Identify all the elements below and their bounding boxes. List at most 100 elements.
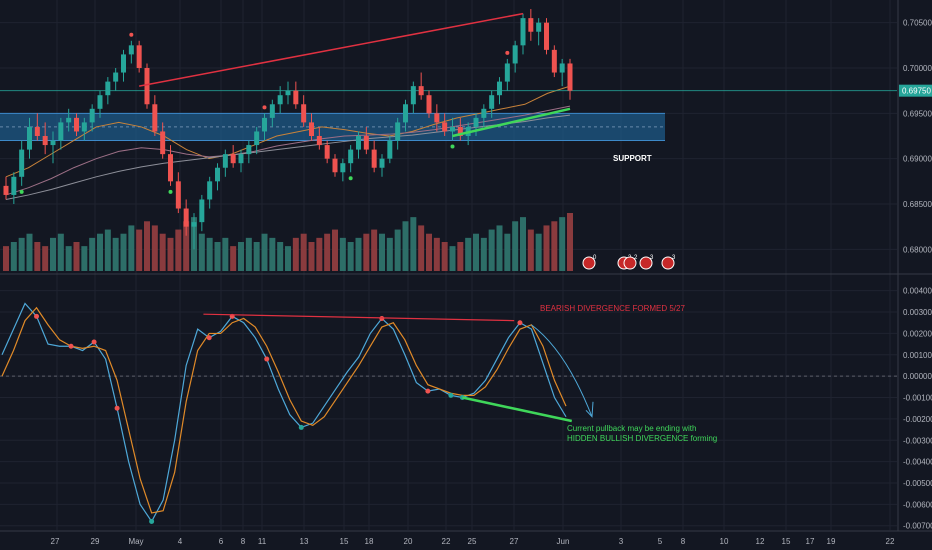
oscillator-axis-label: 0.00000	[903, 372, 932, 381]
oscillator-axis-label: 0.00300	[903, 308, 932, 317]
price-axis-label: 0.69000	[903, 155, 932, 164]
candle-body	[426, 95, 432, 114]
candle-body	[363, 136, 369, 150]
date-axis-label: 8	[241, 537, 246, 546]
candle-body	[497, 81, 502, 96]
candle-body	[160, 131, 166, 155]
volume-bar	[332, 229, 338, 271]
volume-bar	[449, 246, 456, 271]
candle-body	[74, 117, 79, 132]
volume-bar	[81, 246, 88, 271]
volume-bar	[551, 221, 558, 271]
volume-bar	[120, 233, 127, 271]
oscillator-pivot-marker	[91, 339, 97, 345]
volume-bar	[520, 217, 526, 271]
oscillator-line-macd_blue	[1, 302, 567, 523]
oscillator-pane[interactable]	[0, 302, 897, 524]
volume-bar	[426, 233, 432, 271]
date-axis-label: 22	[442, 537, 451, 546]
date-axis-label: 25	[468, 537, 477, 546]
volume-bar	[285, 246, 291, 271]
candle-body	[207, 181, 213, 200]
candle-body	[152, 104, 158, 132]
volume-bar	[10, 242, 17, 271]
volume-bar	[112, 237, 119, 271]
candle-body	[504, 63, 510, 82]
fractal-marker	[129, 32, 134, 37]
candle-body	[113, 72, 119, 82]
date-axis-label: 15	[340, 537, 349, 546]
oscillator-axis-label: 0.00100	[903, 351, 932, 360]
oscillator-axis-label: -0.00200	[903, 415, 932, 424]
candle-body	[183, 208, 189, 227]
volume-bar	[480, 237, 487, 271]
date-axis-label: 10	[720, 537, 729, 546]
volume-bar	[379, 233, 385, 271]
price-trendline-bearish[interactable]	[139, 12, 524, 87]
date-axis-label: 17	[806, 537, 815, 546]
volume-bar	[402, 221, 409, 271]
oscillator-pivot-marker	[206, 335, 212, 341]
candle-body	[473, 117, 479, 127]
candle-body	[379, 158, 385, 168]
price-pane[interactable]: 02233	[0, 9, 897, 271]
price-trendline-bullish[interactable]	[452, 107, 571, 138]
candle-body	[136, 45, 142, 68]
volume-bar	[308, 242, 315, 271]
date-axis-label: 19	[827, 537, 836, 546]
candle-body	[222, 154, 228, 168]
volume-bar	[473, 233, 479, 271]
volume-bar	[512, 221, 519, 271]
candle-body	[544, 22, 549, 50]
oscillator-axis-label: -0.00600	[903, 500, 932, 509]
event-flag-icon[interactable]	[639, 256, 653, 270]
oscillator-trendline-bearish[interactable]	[203, 313, 515, 322]
oscillator-pivot-marker	[425, 388, 431, 394]
date-axis-label: 12	[756, 537, 765, 546]
candle-body	[269, 104, 275, 118]
event-flag-icon[interactable]	[623, 256, 637, 270]
candle-body	[434, 113, 440, 123]
current-price-label: 0.69750	[902, 87, 931, 96]
candle-body	[50, 140, 56, 146]
candle-body	[567, 63, 573, 91]
candle-body	[285, 90, 291, 96]
volume-bar	[3, 246, 9, 271]
date-axis-label: 20	[404, 537, 413, 546]
volume-bar	[144, 221, 150, 271]
price-axis-label: 0.68500	[903, 200, 932, 209]
volume-bar	[339, 237, 346, 271]
volume-bar	[183, 221, 190, 271]
fractal-marker	[262, 105, 267, 110]
oscillator-pivot-marker	[298, 424, 304, 430]
oscillator-pivot-marker	[34, 313, 40, 319]
date-axis-label: 27	[510, 537, 519, 546]
oscillator-line-macd_orange	[1, 306, 567, 514]
candle-body	[34, 126, 40, 136]
oscillator-trendline-bullish[interactable]	[462, 396, 573, 423]
candle-body	[301, 104, 307, 123]
date-axis-label: 15	[782, 537, 791, 546]
oscillator-axis-label: -0.00500	[903, 479, 932, 488]
current-price-badge	[899, 84, 932, 97]
volume-bar	[504, 233, 511, 271]
oscillator-axis-label: -0.00700	[903, 522, 932, 531]
volume-bar	[269, 237, 276, 271]
volume-bar	[261, 233, 268, 271]
volume-bar	[394, 229, 401, 271]
candle-body	[324, 145, 330, 159]
volume-bar	[214, 242, 221, 271]
event-count: 3	[672, 255, 676, 261]
date-axis-label: 18	[365, 537, 374, 546]
candle-body	[551, 49, 557, 73]
candle-body	[489, 95, 495, 109]
candle-body	[371, 149, 377, 168]
event-flag-icon[interactable]	[661, 256, 675, 270]
candle-body	[168, 154, 173, 182]
volume-bar	[347, 242, 354, 271]
event-flag-icon[interactable]	[582, 256, 596, 270]
fractal-marker	[168, 189, 173, 194]
candle-body	[395, 122, 401, 141]
candle-body	[11, 176, 17, 195]
